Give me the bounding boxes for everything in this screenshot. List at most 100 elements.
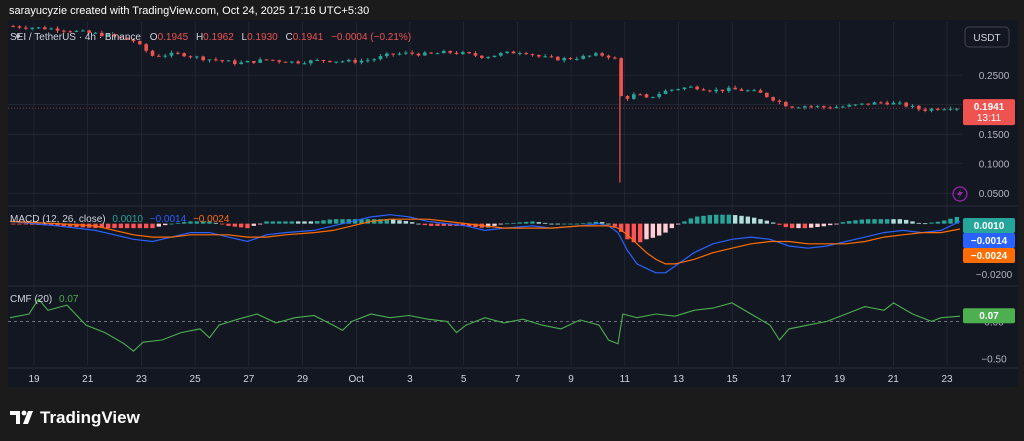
- candle-body: [214, 59, 218, 61]
- candle-body: [302, 63, 307, 65]
- macd-histogram-bar: [827, 223, 833, 226]
- macd-histogram-bar: [669, 223, 675, 229]
- macd-histogram-bar: [688, 218, 694, 224]
- legend-high: 0.1962: [203, 32, 234, 43]
- macd-histogram-bar: [656, 223, 662, 236]
- candle-body: [442, 50, 446, 54]
- candle-body: [30, 27, 34, 29]
- macd-histogram-bar: [175, 222, 181, 224]
- macd-histogram-bar: [821, 223, 827, 227]
- candle-body: [834, 107, 839, 109]
- candle-body: [131, 39, 136, 42]
- candle-body: [638, 94, 642, 96]
- candle-body: [917, 105, 921, 110]
- candle-body: [112, 34, 117, 37]
- macd-histogram-bar: [948, 218, 953, 224]
- macd-histogram-bar: [17, 223, 22, 225]
- candle-body: [448, 50, 452, 53]
- candle-body: [847, 105, 851, 107]
- candle-body: [619, 58, 623, 97]
- candle-body: [657, 93, 661, 97]
- candle-body: [663, 90, 668, 94]
- candle-body: [568, 58, 573, 60]
- candle-body: [923, 109, 927, 111]
- candle-body: [632, 94, 636, 99]
- macd-histogram-bar: [257, 223, 263, 225]
- macd-histogram-bar: [422, 223, 428, 226]
- macd-histogram-bar: [720, 214, 725, 224]
- candle-body: [581, 55, 585, 59]
- macd-histogram-bar: [574, 223, 580, 225]
- candle-body: [752, 90, 756, 92]
- candle-body: [378, 56, 383, 60]
- macd-histogram-bar: [460, 223, 466, 226]
- macd-histogram-bar: [485, 223, 491, 228]
- lightning-icon[interactable]: [952, 186, 968, 202]
- candle-body: [955, 108, 959, 110]
- brand-name: TradingView: [40, 408, 141, 427]
- candle-body: [803, 106, 807, 108]
- macd-histogram-bar: [67, 223, 73, 227]
- candle-body: [125, 37, 129, 40]
- macd-histogram-bar: [599, 222, 605, 224]
- macd-histogram-bar: [751, 217, 757, 224]
- legend-symbol: SEI / TetherUS · 4h · Binance: [10, 32, 141, 43]
- candle-body: [600, 53, 604, 56]
- currency-button[interactable]: USDT: [964, 26, 1010, 48]
- macd-histogram-bar: [428, 223, 434, 226]
- macd-histogram-bar: [777, 223, 782, 225]
- candle-body: [549, 56, 554, 58]
- candle-body: [771, 97, 775, 101]
- macd-histogram-bar: [954, 216, 960, 224]
- macd-histogram-bar: [61, 223, 67, 227]
- macd-histogram-bar: [682, 221, 687, 224]
- time-axis-label: 29: [297, 374, 309, 385]
- time-axis-label: 21: [82, 374, 94, 385]
- price-candles: [11, 24, 959, 183]
- candle-body: [182, 53, 186, 57]
- candle-body: [68, 31, 72, 33]
- candle-body: [43, 27, 47, 30]
- candle-body: [948, 108, 953, 110]
- candle-body: [328, 60, 332, 63]
- macd-histogram-bar: [340, 219, 345, 224]
- legend-l-label: L: [242, 32, 248, 43]
- currency-button-label[interactable]: USDT: [973, 33, 1000, 44]
- candle-body: [486, 57, 490, 59]
- candle-body: [720, 89, 725, 92]
- macd-histogram-bar: [853, 220, 858, 224]
- grid: [8, 22, 962, 366]
- macd-histogram-bar: [55, 223, 60, 226]
- candle-body: [929, 108, 934, 111]
- lightning-icon-ring[interactable]: [952, 186, 968, 202]
- cmf-legend-title: CMF (20): [10, 294, 52, 305]
- candle-body: [822, 106, 826, 108]
- tv-logo-mark-right: [23, 411, 33, 424]
- candle-body: [670, 89, 674, 91]
- candle-body: [587, 55, 592, 57]
- macd-histogram-bar: [707, 215, 713, 224]
- macd-histogram-bar: [321, 220, 326, 224]
- candle-body: [682, 87, 687, 90]
- candle-body: [138, 41, 142, 45]
- time-axis-label: 21: [888, 374, 900, 385]
- candle-body: [435, 53, 440, 55]
- lightning-icon-bolt[interactable]: [957, 189, 963, 199]
- candle-body: [233, 60, 237, 65]
- candle-body: [644, 94, 649, 98]
- candle-body: [777, 100, 782, 102]
- currency-button-frame[interactable]: [964, 26, 1010, 48]
- candle-body: [157, 55, 161, 57]
- bar-countdown: 13:11: [977, 113, 1002, 124]
- macd-histogram-bar: [568, 223, 573, 225]
- signal-line: [9, 218, 961, 265]
- candle-body: [689, 86, 693, 88]
- candle-body: [866, 103, 870, 105]
- legend-change: −0.0004 (−0.21%): [331, 32, 411, 43]
- macd-histogram-bar: [48, 223, 54, 226]
- time-axis-label: 5: [461, 374, 467, 385]
- macd-hist-label-box: [963, 218, 1015, 233]
- candle-body: [176, 52, 180, 54]
- candle-body: [530, 54, 535, 56]
- macd-histogram-bar: [783, 223, 789, 227]
